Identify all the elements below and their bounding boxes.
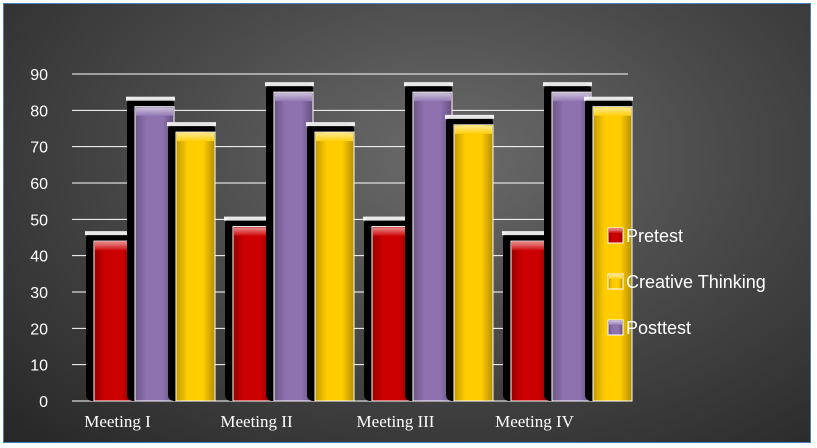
y-tick-label: 80 (30, 103, 48, 120)
legend-label: Pretest (626, 226, 683, 246)
legend-label: Creative Thinking (626, 272, 766, 292)
bar-pretest-meeting-iv (502, 231, 551, 402)
legend-label: Posttest (626, 318, 691, 338)
bar-creative-thinking-meeting-ii (306, 122, 355, 402)
legend-item-creative-thinking: Creative Thinking (607, 272, 766, 292)
y-tick-label: 0 (39, 394, 48, 411)
y-tick-label: 50 (30, 212, 48, 229)
bar-pretest-meeting-ii (224, 216, 273, 402)
bar-pretest-meeting-i (85, 231, 134, 402)
x-axis-labels: Meeting I Meeting II Meeting III Meeting IV (84, 412, 574, 431)
x-tick-label: Meeting III (357, 412, 435, 431)
bar-posttest-meeting-i (126, 96, 175, 402)
legend-item-pretest: Pretest (607, 226, 683, 246)
legend-item-posttest: Posttest (607, 318, 691, 338)
y-tick-label: 20 (30, 321, 48, 338)
y-tick-label: 60 (30, 176, 48, 193)
x-tick-label: Meeting I (84, 412, 151, 431)
bar-posttest-meeting-ii (265, 82, 314, 402)
bars (85, 82, 633, 402)
chart-frame: 0 10 20 30 40 50 60 70 80 90 Meeting I Meeting II M… (3, 3, 811, 443)
x-tick-label: Meeting IV (495, 412, 575, 431)
bar-creative-thinking-meeting-i (167, 122, 216, 402)
bar-creative-thinking-meeting-iii (445, 114, 494, 402)
x-tick-label: Meeting II (220, 412, 293, 431)
y-tick-label: 10 (30, 358, 48, 375)
bar-creative-thinking-meeting-iv (584, 96, 633, 402)
y-tick-label: 90 (30, 67, 48, 84)
bar-pretest-meeting-iii (363, 216, 412, 402)
y-tick-label: 30 (30, 285, 48, 302)
y-tick-label: 40 (30, 249, 48, 266)
bar-posttest-meeting-iv (543, 82, 592, 402)
bar-posttest-meeting-iii (404, 82, 453, 402)
legend: Pretest Creative Thinking Posttest (607, 226, 766, 338)
y-tick-label: 70 (30, 140, 48, 157)
